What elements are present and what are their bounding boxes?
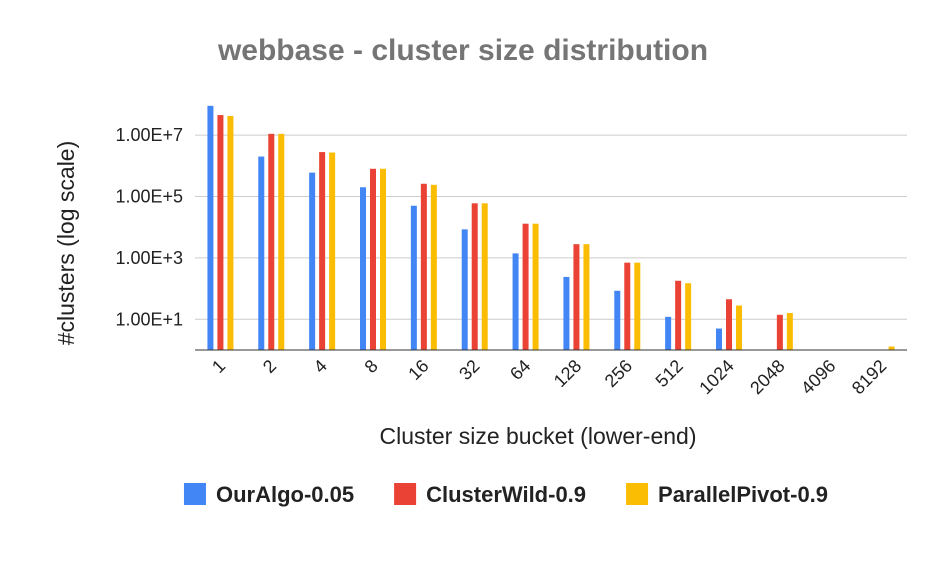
bar bbox=[481, 203, 488, 350]
bar bbox=[634, 262, 641, 350]
bar bbox=[726, 299, 732, 350]
bar bbox=[410, 205, 417, 350]
bar bbox=[532, 223, 539, 350]
bar bbox=[512, 253, 519, 350]
bar bbox=[786, 313, 793, 350]
bar bbox=[258, 156, 265, 350]
y-tick-label: 1.00E+3 bbox=[115, 248, 183, 268]
bar bbox=[624, 262, 631, 350]
bar bbox=[319, 152, 326, 350]
bar bbox=[370, 168, 376, 350]
y-tick-label: 1.00E+1 bbox=[115, 309, 183, 329]
bar bbox=[685, 283, 692, 350]
gridlines bbox=[195, 134, 907, 320]
x-tick-label: 1 bbox=[208, 356, 229, 377]
x-tick-label: 32 bbox=[455, 356, 483, 384]
x-tick-label: 8 bbox=[361, 356, 382, 377]
y-tick-labels: 1.00E+1 1.00E+3 1.00E+5 1.00E+7 bbox=[115, 125, 183, 329]
bar bbox=[675, 280, 682, 350]
bar bbox=[309, 172, 316, 350]
bar bbox=[583, 244, 590, 350]
y-tick-label: 1.00E+7 bbox=[115, 125, 183, 145]
x-tick-labels: 1 2 4 8 16 32 64 128 256 512 1024 2048 4096 8192 bbox=[208, 356, 890, 398]
chart-title: webbase - cluster size distribution bbox=[217, 34, 708, 67]
x-axis-label: Cluster size bucket (lower-end) bbox=[379, 423, 696, 449]
bar bbox=[430, 184, 437, 350]
x-tick-label: 1024 bbox=[695, 356, 737, 398]
x-tick-label: 2048 bbox=[746, 356, 788, 398]
bar bbox=[614, 290, 621, 350]
x-tick-label: 512 bbox=[652, 356, 687, 391]
legend: OurAlgo-0.05 ClusterWild-0.9 ParallelPivot… bbox=[183, 482, 828, 507]
bar bbox=[217, 115, 224, 350]
x-tick-label: 4096 bbox=[797, 356, 839, 398]
x-tick-label: 4 bbox=[310, 356, 331, 377]
bar bbox=[268, 133, 275, 350]
bar bbox=[471, 203, 478, 350]
bar bbox=[329, 152, 336, 350]
bar bbox=[736, 305, 742, 350]
bar bbox=[716, 328, 722, 350]
bars bbox=[207, 105, 895, 351]
bar bbox=[563, 276, 570, 350]
bar bbox=[360, 187, 366, 350]
x-tick-label: 16 bbox=[404, 356, 432, 384]
legend-swatch bbox=[183, 483, 206, 505]
legend-label: OurAlgo-0.05 bbox=[216, 482, 354, 507]
y-tick-label: 1.00E+5 bbox=[115, 187, 183, 207]
legend-label: ParallelPivot-0.9 bbox=[658, 482, 828, 507]
bar bbox=[522, 223, 529, 350]
x-tick-label: 128 bbox=[550, 356, 585, 391]
x-tick-label: 256 bbox=[601, 356, 636, 391]
bar bbox=[573, 244, 580, 350]
bar bbox=[888, 346, 895, 350]
bar bbox=[278, 133, 285, 350]
legend-swatch bbox=[626, 483, 649, 505]
bar bbox=[776, 314, 783, 350]
bar bbox=[227, 115, 234, 351]
bar bbox=[420, 183, 427, 350]
x-tick-label: 64 bbox=[506, 356, 534, 384]
legend-swatch bbox=[394, 483, 417, 505]
x-tick-label: 2 bbox=[259, 356, 280, 377]
y-axis-label: #clusters (log scale) bbox=[53, 141, 79, 346]
x-tick-label: 8192 bbox=[848, 356, 890, 398]
legend-label: ClusterWild-0.9 bbox=[426, 482, 586, 507]
bar bbox=[207, 105, 214, 350]
bar bbox=[665, 316, 672, 350]
bar bbox=[461, 229, 468, 350]
bar bbox=[380, 168, 386, 350]
